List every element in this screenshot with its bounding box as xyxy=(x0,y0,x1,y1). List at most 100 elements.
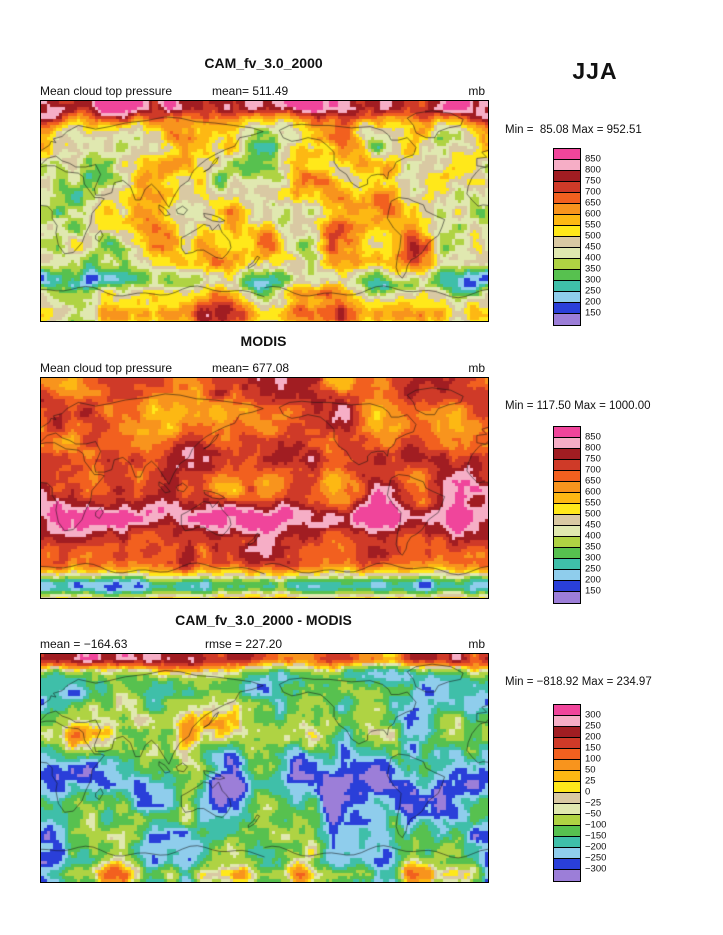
colorbar-box xyxy=(554,526,580,537)
units-label: mb xyxy=(468,637,485,651)
colorbar-tick-label: 400 xyxy=(585,530,601,542)
colorbar-box xyxy=(554,570,580,581)
panel-title-diff: CAM_fv_3.0_2000 - MODIS xyxy=(175,612,352,628)
colorbar-tick-label: −200 xyxy=(585,841,607,853)
colorbar-obs xyxy=(553,426,581,604)
colorbar-box xyxy=(554,738,580,749)
colorbar-box xyxy=(554,537,580,548)
colorbar-tick-label: 500 xyxy=(585,230,601,242)
colorbar-tick-label: 250 xyxy=(585,285,601,297)
colorbar-tick-label: 350 xyxy=(585,541,601,553)
colorbar-tick-label: 300 xyxy=(585,552,601,564)
difference-map-canvas xyxy=(40,653,489,883)
colorbar-tick-label: 400 xyxy=(585,252,601,264)
colorbar-box xyxy=(554,760,580,771)
colorbar-tick-label: 750 xyxy=(585,175,601,187)
colorbar-tick-label: 550 xyxy=(585,497,601,509)
colorbar-box xyxy=(554,504,580,515)
colorbar-tick-label: −300 xyxy=(585,863,607,875)
colorbar-tick-label: 450 xyxy=(585,241,601,253)
colorbar-box xyxy=(554,548,580,559)
mean-label: mean= 511.49 xyxy=(212,84,289,98)
colorbar-box xyxy=(554,149,580,160)
colorbar-tick-label: 500 xyxy=(585,508,601,520)
colorbar-box xyxy=(554,193,580,204)
colorbar-box xyxy=(554,449,580,460)
colorbar-ticks-model: 850 800 750 700 650 600 550 500 450 400 350 300 250 2… xyxy=(585,148,631,324)
stats-row-obs: Mean cloud top pressure mean= 677.08 mb xyxy=(40,361,487,376)
colorbar-box xyxy=(554,460,580,471)
colorbar-box xyxy=(554,716,580,727)
colorbar-box xyxy=(554,815,580,826)
minmax-label-model: Min = 85.08 Max = 952.51 xyxy=(505,124,642,136)
colorbar-box xyxy=(554,771,580,782)
mean-label: mean= 677.08 xyxy=(212,361,290,375)
minmax-label-diff: Min = −818.92 Max = 234.97 xyxy=(505,676,652,688)
colorbar-box xyxy=(554,581,580,592)
colorbar-tick-label: 0 xyxy=(585,786,591,798)
colorbar-box xyxy=(554,314,580,325)
variable-label: Mean cloud top pressure xyxy=(40,361,173,375)
colorbar-box xyxy=(554,859,580,870)
colorbar-tick-label: 700 xyxy=(585,464,601,476)
season-label: JJA xyxy=(572,58,618,84)
colorbar-tick-label: 200 xyxy=(585,731,601,743)
units-label: mb xyxy=(468,84,485,98)
colorbar-ticks-diff: 300 250 200 150 100 50 25 0 −25 −50 −100 −150 −200 −2… xyxy=(585,704,631,880)
colorbar-tick-label: 750 xyxy=(585,453,601,465)
colorbar-box xyxy=(554,705,580,716)
colorbar-tick-label: 150 xyxy=(585,307,601,319)
colorbar-tick-label: 25 xyxy=(585,775,596,787)
colorbar-tick-label: 650 xyxy=(585,197,601,209)
colorbar-box xyxy=(554,182,580,193)
stats-row-model: Mean cloud top pressure mean= 511.49 mb xyxy=(40,84,487,99)
variable-label: Mean cloud top pressure xyxy=(40,84,173,98)
colorbar-diff xyxy=(553,704,581,882)
colorbar-tick-label: 800 xyxy=(585,164,601,176)
colorbar-box xyxy=(554,303,580,314)
colorbar-tick-label: −25 xyxy=(585,797,602,809)
rmse-label: rmse = 227.20 xyxy=(205,637,283,651)
colorbar-box xyxy=(554,270,580,281)
colorbar-tick-label: 350 xyxy=(585,263,601,275)
colorbar-box xyxy=(554,559,580,570)
colorbar-tick-label: 250 xyxy=(585,563,601,575)
colorbar-tick-label: 300 xyxy=(585,709,601,721)
minmax-label-obs: Min = 117.50 Max = 1000.00 xyxy=(505,400,651,412)
colorbar-tick-label: 150 xyxy=(585,742,601,754)
colorbar-tick-label: 650 xyxy=(585,475,601,487)
units-label: mb xyxy=(468,361,485,375)
colorbar-box xyxy=(554,248,580,259)
colorbar-box xyxy=(554,471,580,482)
colorbar-tick-label: 250 xyxy=(585,720,601,732)
colorbar-box xyxy=(554,749,580,760)
colorbar-box xyxy=(554,204,580,215)
colorbar-box xyxy=(554,826,580,837)
model-map-canvas xyxy=(40,100,489,322)
colorbar-tick-label: 700 xyxy=(585,186,601,198)
stats-row-diff: mean = −164.63 rmse = 227.20 mb xyxy=(40,637,487,652)
colorbar-box xyxy=(554,848,580,859)
colorbar-tick-label: 200 xyxy=(585,296,601,308)
colorbar-tick-label: −150 xyxy=(585,830,607,842)
colorbar-tick-label: 550 xyxy=(585,219,601,231)
colorbar-box xyxy=(554,171,580,182)
colorbar-box xyxy=(554,837,580,848)
colorbar-tick-label: 300 xyxy=(585,274,601,286)
colorbar-tick-label: −50 xyxy=(585,808,602,820)
colorbar-tick-label: 850 xyxy=(585,153,601,165)
colorbar-box xyxy=(554,782,580,793)
colorbar-box xyxy=(554,427,580,438)
colorbar-box xyxy=(554,281,580,292)
colorbar-model xyxy=(553,148,581,326)
colorbar-tick-label: 100 xyxy=(585,753,601,765)
colorbar-tick-label: −250 xyxy=(585,852,607,864)
colorbar-tick-label: 800 xyxy=(585,442,601,454)
colorbar-tick-label: 600 xyxy=(585,208,601,220)
mean-label: mean = −164.63 xyxy=(40,637,128,651)
colorbar-box xyxy=(554,215,580,226)
obs-map-canvas xyxy=(40,377,489,599)
colorbar-tick-label: 50 xyxy=(585,764,596,776)
colorbar-box xyxy=(554,482,580,493)
